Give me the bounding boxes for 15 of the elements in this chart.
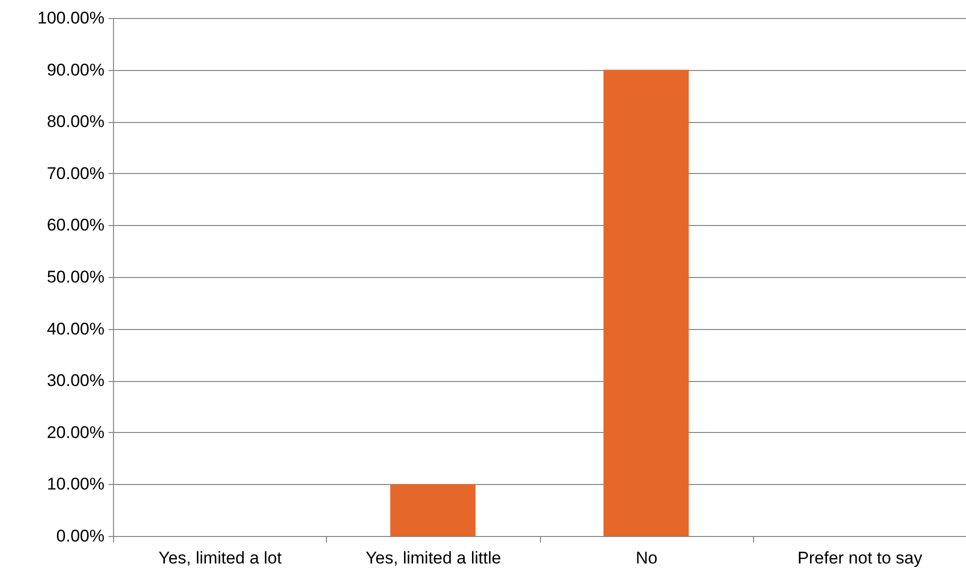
y-tick-label: 80.00% [46, 112, 104, 132]
y-tick-label: 20.00% [46, 422, 104, 442]
y-tick-label: 100.00% [37, 8, 104, 28]
x-tick-label: Yes, limited a lot [158, 548, 282, 568]
x-tick-label: No [636, 548, 658, 568]
y-tick-label: 10.00% [46, 474, 104, 494]
y-tick-label: 70.00% [46, 164, 104, 183]
y-tick-label: 90.00% [46, 60, 104, 80]
y-tick-label: 60.00% [46, 216, 104, 235]
x-tick-label: Prefer not to say [798, 548, 923, 568]
y-tick-label: 40.00% [46, 319, 104, 338]
y-tick-label: 0.00% [56, 526, 104, 546]
y-tick-label: 30.00% [46, 371, 104, 390]
y-tick-label: 50.00% [46, 268, 104, 286]
x-tick-label: Yes, limited a little [366, 548, 502, 568]
